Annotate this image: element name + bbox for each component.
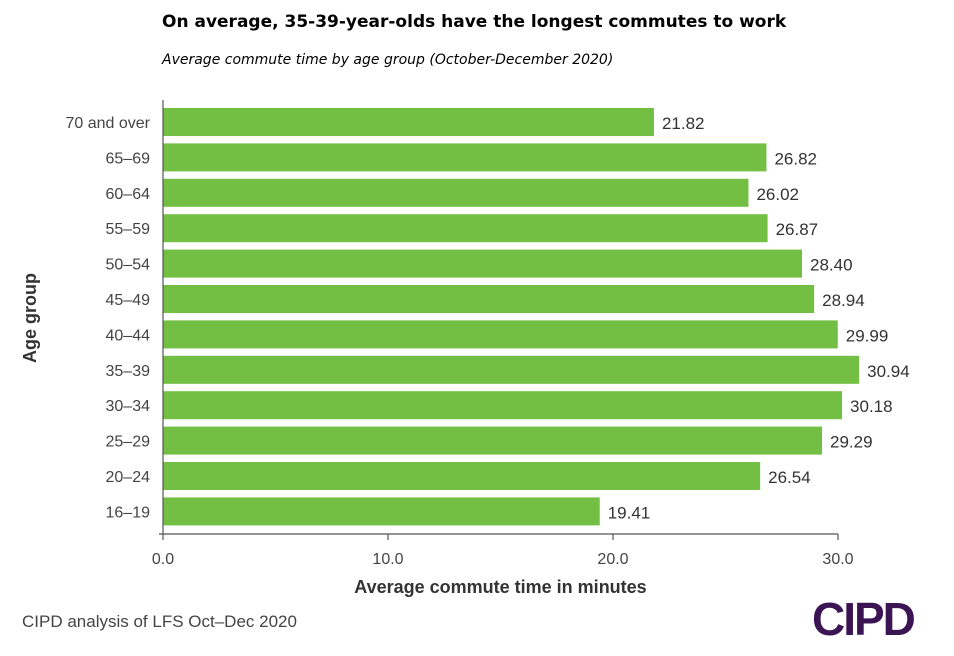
value-label: 28.40: [810, 256, 853, 275]
cipd-logo: CIPD: [812, 593, 916, 645]
bar: [163, 355, 860, 384]
x-tick-label: 30.0: [822, 551, 853, 568]
bar: [163, 320, 838, 349]
value-label: 29.99: [846, 326, 889, 345]
bar: [163, 249, 802, 278]
category-label: 70 and over: [65, 115, 150, 132]
bar: [163, 214, 768, 243]
bar: [163, 497, 600, 526]
category-label: 35–39: [106, 363, 151, 380]
bar: [163, 143, 767, 172]
chart-title: On average, 35-39-year-olds have the lon…: [162, 12, 787, 32]
category-label: 60–64: [106, 186, 151, 203]
category-label: 16–19: [106, 504, 151, 521]
category-label: 50–54: [106, 257, 151, 274]
value-label: 26.87: [776, 220, 819, 239]
bar: [163, 178, 749, 207]
category-label: 40–44: [106, 327, 151, 344]
x-tick-label: 10.0: [372, 551, 403, 568]
category-label: 55–59: [106, 221, 151, 238]
source-note: CIPD analysis of LFS Oct–Dec 2020: [22, 612, 297, 631]
x-axis-title: Average commute time in minutes: [354, 577, 646, 597]
value-label: 30.18: [850, 397, 893, 416]
category-label: 25–29: [106, 434, 151, 451]
bar: [163, 426, 823, 455]
category-label: 65–69: [106, 150, 151, 167]
chart-subtitle: Average commute time by age group (Octob…: [162, 52, 614, 68]
x-tick-label: 0.0: [152, 551, 174, 568]
value-label: 26.02: [756, 185, 799, 204]
value-label: 26.82: [774, 149, 817, 168]
bar: [163, 462, 761, 490]
category-label: 30–34: [106, 398, 151, 415]
bar: [163, 285, 815, 313]
y-axis-title: Age group: [20, 273, 40, 363]
value-label: 29.29: [830, 433, 873, 452]
value-label: 28.94: [822, 291, 865, 310]
value-label: 21.82: [662, 114, 705, 133]
x-tick-label: 20.0: [597, 551, 628, 568]
category-label: 45–49: [106, 292, 151, 309]
value-label: 26.54: [768, 468, 811, 487]
bar: [163, 108, 654, 136]
value-label: 30.94: [867, 362, 910, 381]
category-label: 20–24: [106, 469, 151, 486]
bar: [163, 391, 843, 420]
value-label: 19.41: [608, 503, 651, 522]
